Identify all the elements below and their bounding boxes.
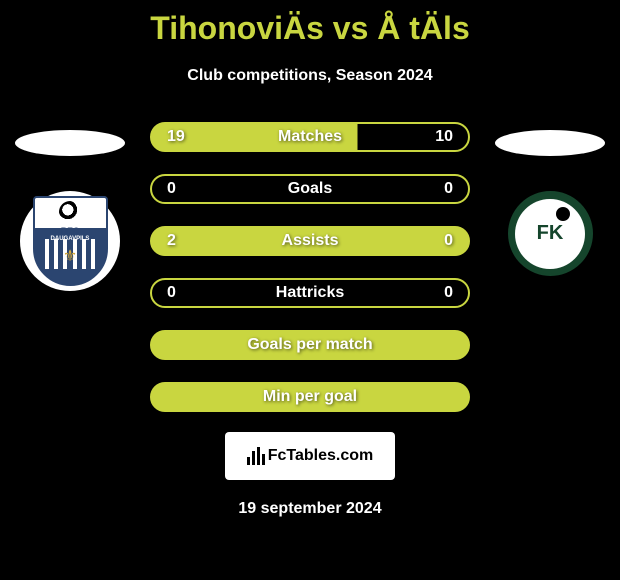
stat-bar-hattricks: 0 Hattricks 0	[150, 278, 470, 308]
stat-right-value: 0	[423, 284, 453, 302]
right-badge-text: FK	[537, 222, 564, 245]
stat-right-value: 10	[423, 128, 453, 146]
stat-right-value: 0	[423, 232, 453, 250]
stat-left-value: 0	[167, 284, 197, 302]
stat-bar-assists: 2 Assists 0	[150, 226, 470, 256]
stat-label: Goals per match	[247, 336, 372, 354]
stat-left-value: 2	[167, 232, 197, 250]
right-club-badge: FK	[508, 191, 593, 276]
stat-bar-min-per-goal: Min per goal	[150, 382, 470, 412]
stat-bar-matches: 19 Matches 10	[150, 122, 470, 152]
bars-icon	[247, 447, 265, 465]
stat-left-value: 19	[167, 128, 197, 146]
stat-label: Hattricks	[276, 284, 344, 302]
right-player-ellipse	[495, 130, 605, 156]
stats-column: 19 Matches 10 0 Goals 0 2 Assists 0 0 Ha…	[130, 122, 490, 412]
stat-right-value: 0	[423, 180, 453, 198]
fleur-icon: ⚜	[63, 246, 77, 266]
stat-bar-goals: 0 Goals 0	[150, 174, 470, 204]
left-badge-text-top: BFC	[61, 226, 80, 236]
page-title: TihonoviÄs vs Å tÄls	[10, 0, 610, 47]
stat-label: Goals	[288, 180, 332, 198]
left-player-column: BFC DAUGAVPILS ⚜	[10, 130, 130, 291]
left-club-badge: BFC DAUGAVPILS ⚜	[20, 191, 120, 291]
stat-label: Matches	[278, 128, 342, 146]
page-subtitle: Club competitions, Season 2024	[10, 67, 610, 85]
footer-date: 19 september 2024	[10, 500, 610, 518]
ball-icon	[59, 201, 81, 223]
fctables-brand-box: FcTables.com	[225, 432, 395, 480]
stat-label: Assists	[282, 232, 339, 250]
right-player-column: FK	[490, 130, 610, 276]
left-player-ellipse	[15, 130, 125, 156]
brand-text: FcTables.com	[268, 447, 374, 465]
stat-left-value: 0	[167, 180, 197, 198]
stat-bar-goals-per-match: Goals per match	[150, 330, 470, 360]
stat-label: Min per goal	[263, 388, 357, 406]
ball-icon	[556, 207, 570, 221]
